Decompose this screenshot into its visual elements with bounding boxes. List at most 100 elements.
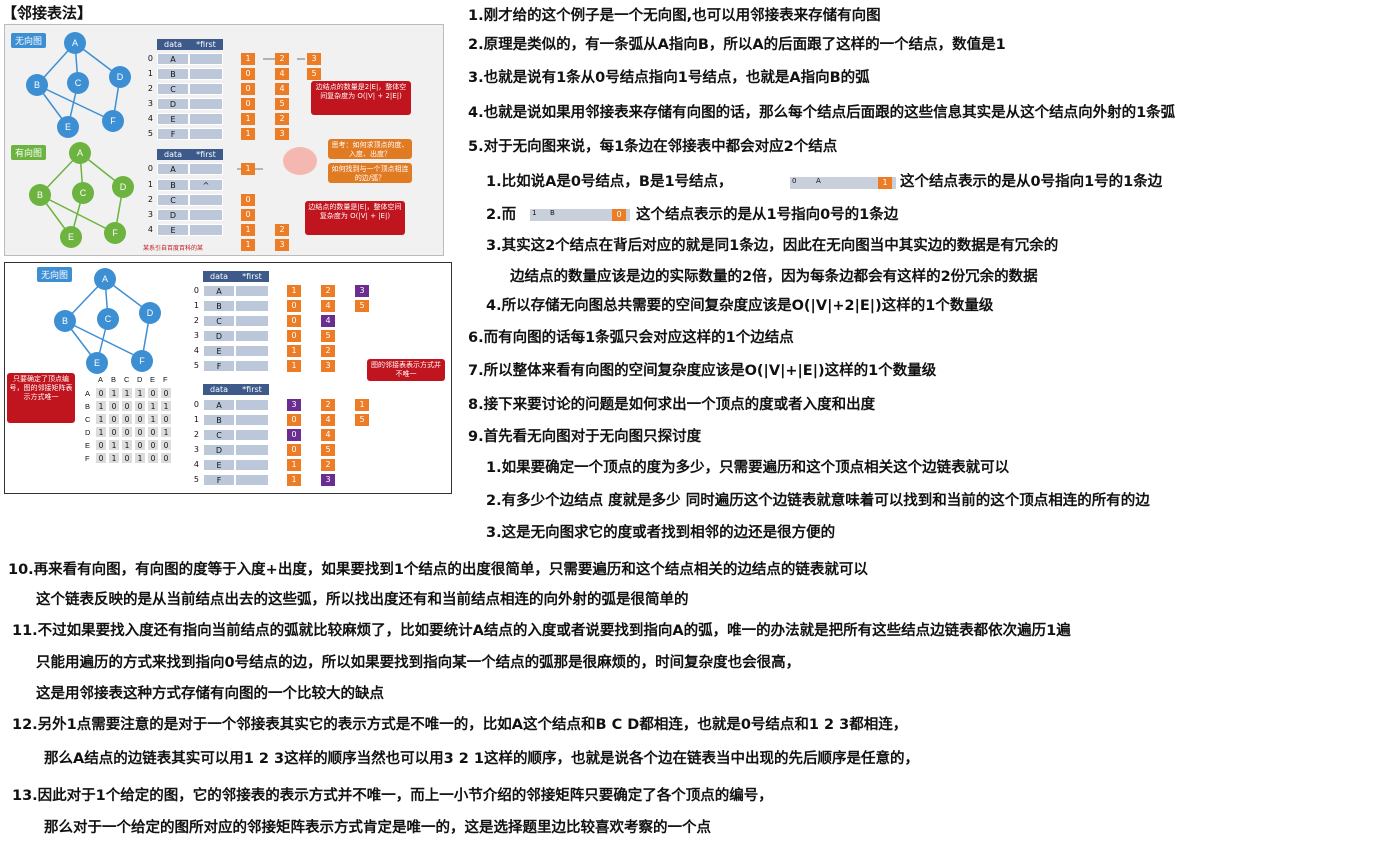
matrix-cell: 1 <box>134 452 146 464</box>
edge-node: 2 <box>321 399 335 411</box>
matrix-row-header: C <box>85 415 91 424</box>
edge-node: 3 <box>275 128 289 140</box>
data-cell: F <box>203 474 235 486</box>
edge-node: 1 <box>287 474 301 486</box>
data-cell: F <box>157 128 189 140</box>
matrix-row-header: A <box>85 389 91 398</box>
node-d: D <box>109 66 131 88</box>
edge-node: 3 <box>275 239 289 251</box>
row-index: 4 <box>193 460 199 469</box>
edge-node: 3 <box>321 360 335 372</box>
row-index: 2 <box>193 430 199 439</box>
node-b: B <box>54 310 76 332</box>
row-index: 1 <box>147 180 153 189</box>
edge-node: 2 <box>275 113 289 125</box>
matrix-cell: 0 <box>134 400 146 412</box>
data-cell: D <box>157 98 189 110</box>
matrix-cell: 0 <box>95 439 107 451</box>
row-index: 1 <box>193 415 199 424</box>
first-cell <box>235 360 269 372</box>
note-line: 这个链表反映的是从当前结点出去的这些弧，所以找出度还有和当前结点相连的向外射的弧… <box>36 592 689 608</box>
matrix-col-header: F <box>163 375 168 384</box>
matrix-cell: 1 <box>108 439 120 451</box>
row-index: 2 <box>147 195 153 204</box>
row-index: 5 <box>193 361 199 370</box>
edge-node: 0 <box>287 330 301 342</box>
bubble-matrix-unique: 只要确定了顶点编号，图的邻接矩阵表示方式唯一 <box>7 373 75 423</box>
row-index: 0 <box>147 164 153 173</box>
row-index: 4 <box>147 225 153 234</box>
edge-node: 0 <box>241 194 255 206</box>
edge-node: 4 <box>275 83 289 95</box>
bubble-space-undirected: 边结点的数量是2|E|，整体空间复杂度为 O(|V| + 2|E|) <box>311 81 411 115</box>
first-cell <box>235 399 269 411</box>
edge-node: 5 <box>321 330 335 342</box>
inline-edge-node: 0 <box>612 209 626 221</box>
matrix-cell: 1 <box>160 400 172 412</box>
edge-node: 1 <box>287 459 301 471</box>
row-index: 1 <box>193 301 199 310</box>
matrix-cell: 1 <box>134 387 146 399</box>
edge-node: 0 <box>241 209 255 221</box>
edge-node: 5 <box>355 300 369 312</box>
edge-node: 0 <box>287 429 301 441</box>
col-first: *first <box>235 271 269 282</box>
first-cell: ^ <box>189 179 223 191</box>
matrix-cell: 1 <box>95 413 107 425</box>
node-e: E <box>86 352 108 374</box>
note-line: 11.不过如果要找入度还有指向当前结点的弧就比较麻烦了，比如要统计A结点的入度或… <box>12 623 1071 639</box>
row-index: 0 <box>193 286 199 295</box>
node-a: A <box>94 268 116 290</box>
edge-node: 4 <box>321 300 335 312</box>
edge-node: 1 <box>355 399 369 411</box>
note-line: 7.所以整体来看有向图的空间复杂度应该是O(|V|+|E|)这样的1个数量级 <box>468 363 937 379</box>
matrix-cell: 0 <box>121 413 133 425</box>
data-cell: E <box>157 224 189 236</box>
edge-node: 1 <box>241 128 255 140</box>
row-index: 3 <box>193 331 199 340</box>
col-first: *first <box>189 149 223 160</box>
note-line: 这个结点表示的是从1号指向0号的1条边 <box>636 207 899 223</box>
first-cell <box>235 330 269 342</box>
note-line: 10.再来看有向图，有向图的度等于入度+出度，如果要找到1个结点的出度很简单，只… <box>8 562 868 578</box>
row-index: 4 <box>193 346 199 355</box>
note-line: 4.所以存储无向图总共需要的空间复杂度应该是O(|V|+2|E|)这样的1个数量… <box>486 298 994 314</box>
bubble-degree-question: 思考：如何求顶点的度、入度、出度？ <box>328 139 412 159</box>
data-cell: E <box>203 345 235 357</box>
note-line: 3.这是无向图求它的度或者找到相邻的边还是很方便的 <box>486 525 836 541</box>
matrix-col-header: D <box>137 375 143 384</box>
matrix-col-header: A <box>98 375 104 384</box>
matrix-col-header: B <box>111 375 117 384</box>
data-cell: B <box>157 179 189 191</box>
matrix-row-header: F <box>85 454 90 463</box>
note-line: 那么对于一个给定的图所对应的邻接矩阵表示方式肯定是唯一的，这是选择题里边比较喜欢… <box>44 820 711 836</box>
col-data: data <box>157 149 189 160</box>
data-cell: D <box>203 330 235 342</box>
note-line: 1.如果要确定一个顶点的度为多少，只需要遍历和这个顶点相关这个边链表就可以 <box>486 460 1010 476</box>
first-cell <box>235 300 269 312</box>
edge-node: 1 <box>287 360 301 372</box>
node-a: A <box>64 32 86 54</box>
edge-node: 1 <box>287 285 301 297</box>
row-index: 0 <box>147 54 153 63</box>
node-b: B <box>29 184 51 206</box>
edge-node: 0 <box>287 414 301 426</box>
note-line: 8.接下来要讨论的问题是如何求出一个顶点的度或者入度和出度 <box>468 397 876 413</box>
matrix-cell: 1 <box>147 413 159 425</box>
row-index: 2 <box>147 84 153 93</box>
first-cell <box>235 429 269 441</box>
matrix-cell: 0 <box>160 452 172 464</box>
figure-undirected-directed: 无向图 有向图 A B C D E F A B C D E F data *fi… <box>4 24 444 256</box>
note-line: 1.刚才给的这个例子是一个无向图,也可以用邻接表来存储有向图 <box>468 8 881 24</box>
data-cell: A <box>157 53 189 65</box>
matrix-cell: 0 <box>147 452 159 464</box>
data-cell: F <box>203 360 235 372</box>
matrix-cell: 1 <box>108 387 120 399</box>
data-cell: B <box>203 414 235 426</box>
directed-tag: 有向图 <box>11 145 47 160</box>
edge-node: 4 <box>321 414 335 426</box>
row-index: 4 <box>147 114 153 123</box>
matrix-cell: 0 <box>147 426 159 438</box>
row-index: 0 <box>193 400 199 409</box>
matrix-cell: 0 <box>108 426 120 438</box>
